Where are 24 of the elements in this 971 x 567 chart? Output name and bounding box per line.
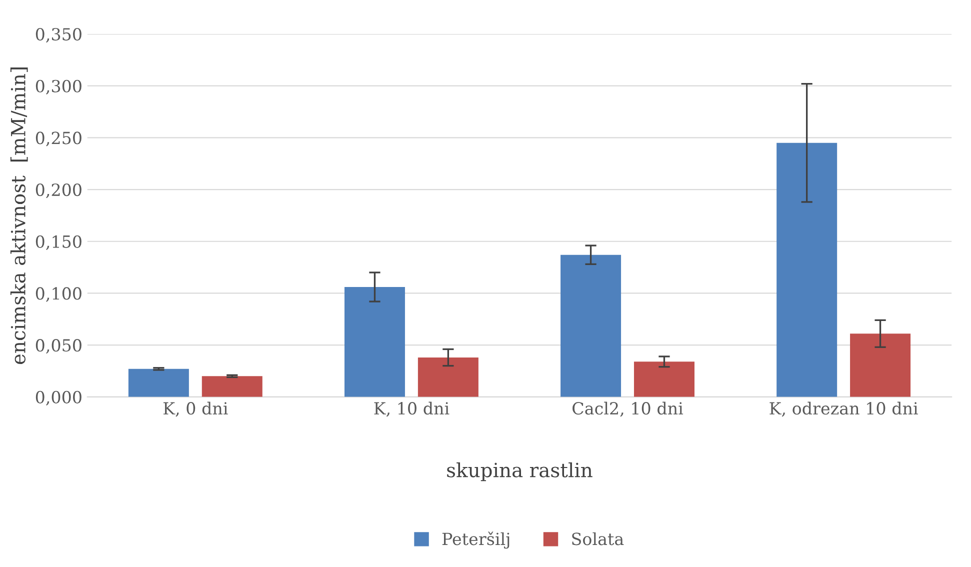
y-tick-label: 0,200 <box>36 184 82 198</box>
y-tick-label: 0,000 <box>36 390 82 406</box>
bar <box>344 287 405 397</box>
bar <box>776 142 838 397</box>
bar <box>850 334 911 397</box>
x-tick-label: K, 10 dni <box>374 402 450 417</box>
x-tick-label: Cacl2, 10 dni <box>572 402 684 417</box>
legend-label: Solata <box>572 532 624 546</box>
y-axis-title: encimska aktivnost [mM/min] <box>10 68 28 364</box>
y-tick-label: 0,100 <box>36 287 82 302</box>
x-tick-label: K, odrezan 10 dni <box>770 402 918 417</box>
y-tick-label: 0,250 <box>36 132 82 146</box>
y-tick-label: 0,150 <box>36 235 82 250</box>
bar <box>560 254 622 397</box>
x-axis-title: skupina rastlin <box>447 462 592 482</box>
bar <box>418 358 478 397</box>
y-tick-label: 0,050 <box>36 339 82 354</box>
x-tick-label: K, 0 dni <box>163 402 228 417</box>
y-tick-label: 0,300 <box>36 80 82 94</box>
bar <box>128 368 189 397</box>
legend-label: Peteršilj <box>442 532 510 549</box>
bar <box>634 362 694 397</box>
bar <box>202 376 262 397</box>
y-tick-label: 0,350 <box>36 28 82 43</box>
